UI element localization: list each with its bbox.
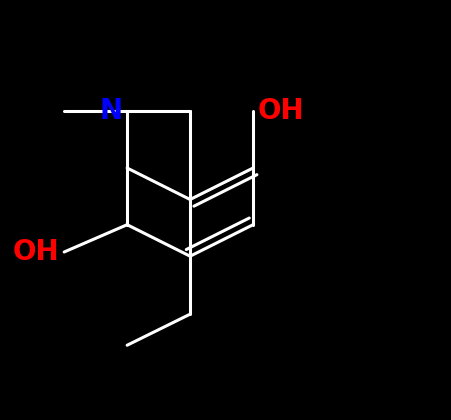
Text: OH: OH	[13, 238, 60, 266]
Text: OH: OH	[258, 97, 304, 125]
Text: N: N	[100, 97, 123, 125]
